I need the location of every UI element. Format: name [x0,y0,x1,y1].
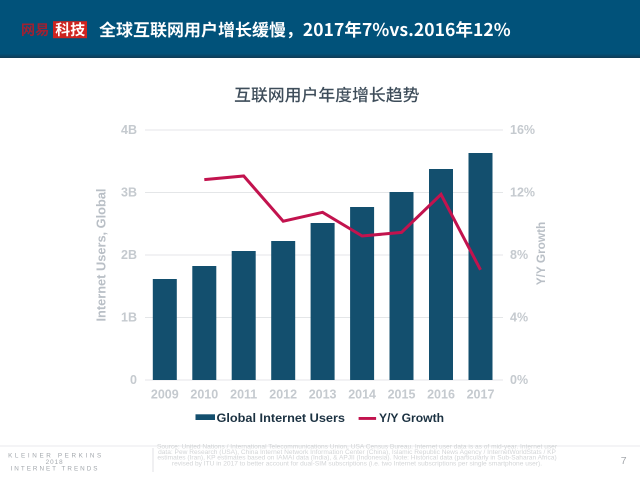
svg-text:7: 7 [621,455,627,467]
svg-text:KLEINER PERKINS: KLEINER PERKINS [8,452,104,459]
svg-text:Source: United Nations / Inter: Source: United Nations / International T… [157,443,558,450]
svg-text:3B: 3B [121,186,137,200]
svg-text:2014: 2014 [348,388,376,402]
svg-text:2B: 2B [121,248,137,262]
svg-text:2009: 2009 [151,388,179,402]
svg-text:INTERNET TRENDS: INTERNET TRENDS [11,466,100,473]
svg-text:4%: 4% [510,311,528,325]
svg-text:revised by ITU in 2017 to bett: revised by ITU in 2017 to better account… [172,460,542,467]
svg-text:2011: 2011 [230,388,257,402]
svg-text:estimates (Iran), KP estimates: estimates (Iran), KP estimates based on … [157,455,556,462]
svg-text:1B: 1B [121,311,137,325]
svg-text:Y/Y Growth: Y/Y Growth [379,411,444,425]
svg-text:Internet Users, Global: Internet Users, Global [95,189,109,322]
svg-text:data: Pew Research (USA), Chin: data: Pew Research (USA), China Internet… [158,449,556,456]
svg-text:2013: 2013 [309,388,337,402]
svg-text:2018: 2018 [46,459,64,466]
svg-text:2016: 2016 [427,388,455,402]
svg-text:0%: 0% [510,373,528,387]
svg-text:2012: 2012 [269,388,297,402]
svg-text:8%: 8% [510,248,528,262]
svg-text:0: 0 [130,373,137,387]
svg-text:2017: 2017 [467,388,495,402]
svg-text:Y/Y Growth: Y/Y Growth [534,222,548,286]
svg-text:16%: 16% [510,123,535,137]
svg-text:2010: 2010 [190,388,218,402]
svg-text:2015: 2015 [388,388,416,402]
svg-text:Global Internet Users: Global Internet Users [217,411,346,425]
svg-text:4B: 4B [121,123,137,137]
svg-text:12%: 12% [510,186,535,200]
